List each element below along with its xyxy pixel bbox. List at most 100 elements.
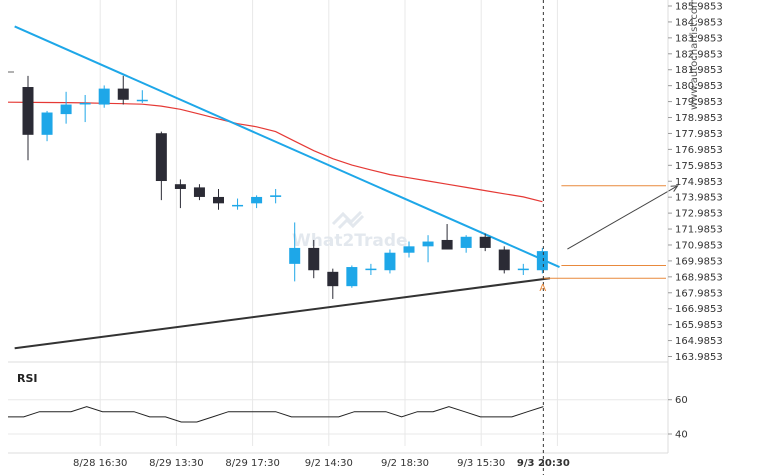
candle	[479, 233, 491, 252]
price-axis: 185.9853 184.9853 183.9853 182.9853 181.9853…	[8, 0, 723, 453]
candle	[155, 131, 167, 201]
rsi-panel: RSI 60 40	[8, 372, 688, 441]
overlays: A	[539, 0, 679, 475]
price-tick-label: 180.9853	[675, 81, 723, 92]
candle-body	[365, 268, 377, 271]
price-tick-label: 183.9853	[675, 33, 723, 44]
time-axis: 8/28 16:30 8/29 13:30 8/29 17:30 9/2 14:30 9…	[73, 458, 570, 469]
candle-body	[498, 249, 510, 271]
price-tick-label: 173.9853	[675, 193, 723, 204]
candle-body	[270, 195, 282, 197]
pattern-annotation: A	[539, 283, 546, 294]
candle	[22, 75, 34, 161]
price-tick-label: 167.9853	[675, 288, 723, 299]
candle-body	[536, 251, 548, 271]
candle-body	[232, 204, 244, 207]
price-tick-label: 177.9853	[675, 129, 723, 140]
candle	[460, 235, 472, 253]
candle	[79, 94, 91, 123]
candle	[193, 184, 205, 201]
price-tick-label: 168.9853	[675, 272, 723, 283]
candle	[536, 247, 548, 274]
candle-body	[193, 187, 205, 197]
candle-body	[155, 133, 167, 182]
candle	[327, 268, 339, 299]
time-tick-label: 9/2 18:30	[381, 458, 429, 469]
trendlines	[14, 25, 560, 350]
candle-body	[479, 236, 491, 248]
candle	[422, 235, 434, 263]
time-tick-label: 8/29 13:30	[149, 458, 203, 469]
candle-body	[308, 247, 320, 271]
price-tick-label: 175.9853	[675, 161, 723, 172]
price-tick-label: 185.9853	[675, 2, 723, 13]
candle	[251, 195, 263, 209]
price-tick-label: 166.9853	[675, 304, 723, 315]
time-tick-label: 9/3 20:30	[517, 458, 570, 469]
candle-body	[60, 104, 72, 115]
candle-body	[289, 247, 301, 264]
candle-body	[403, 246, 415, 253]
price-tick-label: 179.9853	[675, 97, 723, 108]
candle	[403, 241, 415, 258]
price-levels	[542, 185, 666, 279]
price-tick-label: 182.9853	[675, 49, 723, 60]
candle	[517, 263, 529, 276]
candle	[60, 91, 72, 124]
rsi-label: RSI	[17, 372, 38, 385]
candle	[41, 110, 53, 142]
candles	[22, 75, 548, 299]
candle-body	[346, 267, 358, 287]
candle	[365, 263, 377, 276]
candle-body	[174, 184, 186, 189]
candle-body	[517, 268, 529, 271]
upper-trendline	[14, 25, 560, 268]
price-tick-label: 171.9853	[675, 225, 723, 236]
price-tick-label: 164.9853	[675, 336, 723, 347]
price-tick-label: 176.9853	[675, 145, 723, 156]
price-tick-label: 163.9853	[675, 352, 723, 363]
watermark: What2Trade	[292, 210, 408, 251]
price-tick-label: 174.9853	[675, 177, 723, 188]
time-tick-label: 9/2 14:30	[305, 458, 353, 469]
candle-body	[117, 88, 129, 100]
candle	[136, 90, 148, 103]
price-tick-label: 172.9853	[675, 209, 723, 220]
rsi-tick-label: 40	[675, 430, 688, 441]
price-tick-label: 169.9853	[675, 256, 723, 267]
rsi-tick-label: 60	[675, 395, 688, 406]
candle-body	[251, 196, 263, 204]
candle	[308, 239, 320, 279]
grid	[8, 0, 668, 454]
candle	[213, 188, 224, 210]
price-tick-label: 178.9853	[675, 113, 723, 124]
candle-body	[460, 236, 472, 248]
candle-body	[384, 252, 396, 271]
candle	[270, 188, 282, 204]
candle	[289, 222, 301, 282]
lower-trendline	[14, 277, 551, 350]
candle	[98, 85, 110, 108]
candle-body	[136, 99, 148, 102]
time-tick-label: 8/28 16:30	[73, 458, 127, 469]
price-tick-label: 170.9853	[675, 240, 723, 251]
forecast-arrow-line	[567, 185, 678, 250]
candle	[441, 224, 453, 250]
candle	[384, 249, 396, 274]
candle-body	[422, 241, 434, 247]
price-tick-label: 184.9853	[675, 17, 723, 28]
candle-body	[98, 88, 110, 105]
candle	[346, 265, 358, 288]
candle	[117, 75, 129, 105]
rsi-line	[8, 406, 544, 423]
time-tick-label: 8/29 17:30	[225, 458, 279, 469]
watermark-logo-icon	[331, 210, 365, 230]
moving-average	[7, 101, 543, 203]
candle-body	[41, 112, 53, 135]
price-tick-label: 165.9853	[675, 320, 723, 331]
forecast-arrow-head-icon	[670, 185, 679, 192]
candle-body	[213, 196, 224, 204]
side-text: www.autochartist.com	[689, 0, 700, 110]
time-tick-label: 9/3 15:30	[457, 458, 505, 469]
